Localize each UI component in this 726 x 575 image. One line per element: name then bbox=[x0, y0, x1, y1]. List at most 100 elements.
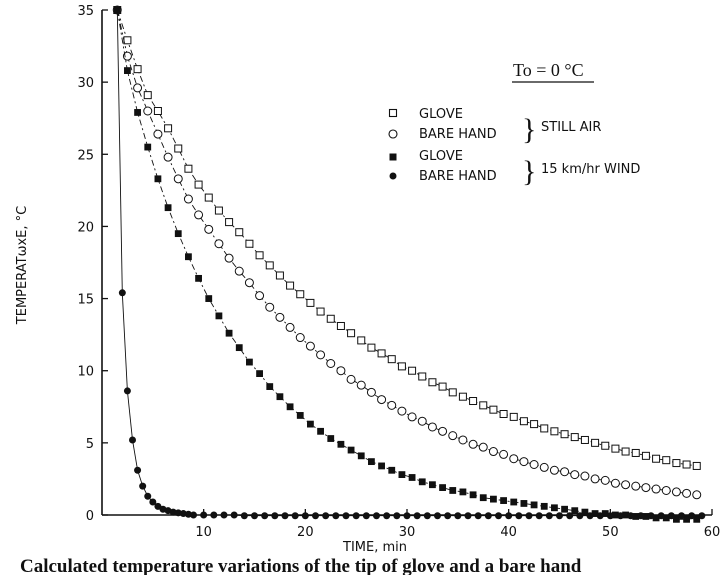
data-point bbox=[327, 435, 335, 442]
data-point bbox=[306, 298, 315, 307]
data-point bbox=[123, 36, 132, 45]
series-line bbox=[116, 9, 697, 496]
data-point bbox=[551, 504, 558, 512]
data-point bbox=[657, 512, 665, 520]
data-point bbox=[621, 447, 630, 456]
legend-marker-open-square bbox=[388, 108, 398, 118]
data-point bbox=[275, 312, 285, 322]
data-point bbox=[230, 511, 238, 519]
data-point bbox=[428, 378, 437, 387]
data-point bbox=[478, 442, 488, 452]
data-point bbox=[509, 412, 518, 421]
y-tick-label: 20 bbox=[77, 220, 94, 235]
data-point bbox=[134, 109, 141, 116]
data-point bbox=[387, 400, 397, 410]
data-point bbox=[194, 180, 203, 189]
data-point bbox=[185, 253, 192, 261]
data-point bbox=[307, 420, 314, 428]
legend: GLOVE BARE HAND } STILL AIR GLOVE BARE H… bbox=[388, 107, 640, 188]
data-point bbox=[590, 474, 600, 484]
data-point bbox=[448, 431, 458, 441]
data-point bbox=[601, 441, 610, 450]
data-point bbox=[682, 460, 691, 469]
data-point bbox=[275, 271, 284, 280]
plot-area: 0 5 10 15 20 25 30 35 10 20 30 40 50 60 bbox=[77, 4, 720, 540]
data-point bbox=[698, 512, 706, 520]
data-point bbox=[688, 512, 696, 520]
data-point bbox=[661, 485, 671, 495]
data-point bbox=[122, 51, 132, 61]
data-point bbox=[336, 321, 345, 330]
x-axis-ticks: 10 20 30 40 50 60 bbox=[195, 509, 720, 540]
data-point bbox=[448, 388, 457, 397]
data-point bbox=[195, 274, 202, 282]
y-tick-label: 5 bbox=[86, 437, 94, 452]
data-point bbox=[174, 144, 183, 153]
data-point bbox=[244, 278, 254, 288]
data-point bbox=[667, 512, 675, 520]
data-point bbox=[570, 433, 579, 442]
data-point bbox=[438, 426, 448, 436]
data-point bbox=[556, 512, 563, 520]
data-point bbox=[367, 343, 376, 352]
data-point bbox=[347, 329, 356, 338]
data-point bbox=[397, 362, 406, 371]
data-point bbox=[183, 194, 193, 204]
data-point bbox=[378, 462, 385, 470]
data-point bbox=[596, 512, 604, 520]
y-tick-label: 15 bbox=[77, 293, 94, 308]
data-point bbox=[449, 487, 457, 494]
data-point bbox=[163, 152, 173, 162]
data-point bbox=[530, 501, 538, 509]
data-point bbox=[296, 412, 304, 419]
data-point bbox=[591, 438, 600, 447]
data-point bbox=[143, 91, 152, 100]
data-point bbox=[337, 440, 345, 448]
data-point bbox=[133, 83, 143, 93]
x-tick-label: 50 bbox=[602, 525, 619, 540]
data-point bbox=[439, 484, 446, 491]
data-point bbox=[488, 447, 498, 457]
legend-entry-glove-wind: GLOVE bbox=[419, 149, 463, 164]
data-point bbox=[164, 204, 172, 212]
data-point bbox=[540, 502, 548, 510]
data-point bbox=[617, 512, 624, 520]
data-point bbox=[255, 291, 265, 301]
data-point bbox=[529, 460, 539, 469]
x-tick-label: 40 bbox=[500, 525, 517, 540]
data-point bbox=[489, 405, 498, 414]
data-point bbox=[366, 387, 376, 397]
data-point bbox=[550, 427, 559, 436]
data-point bbox=[641, 451, 650, 460]
x-axis-label: TIME, min bbox=[342, 540, 407, 555]
data-point bbox=[469, 397, 478, 406]
data-point bbox=[174, 230, 182, 238]
data-point bbox=[407, 412, 417, 422]
series-3 bbox=[113, 6, 706, 520]
data-point bbox=[560, 430, 569, 439]
data-point bbox=[671, 487, 681, 497]
data-point bbox=[305, 341, 315, 351]
data-point bbox=[113, 6, 121, 14]
data-point bbox=[286, 403, 294, 411]
data-point bbox=[123, 387, 131, 395]
data-point bbox=[423, 512, 431, 520]
data-point bbox=[144, 492, 152, 500]
data-point bbox=[124, 67, 131, 74]
data-point bbox=[662, 456, 671, 465]
data-point bbox=[336, 366, 346, 376]
data-point bbox=[571, 507, 579, 515]
series-line bbox=[116, 9, 702, 517]
data-point bbox=[316, 307, 325, 316]
data-point bbox=[641, 483, 651, 493]
data-point bbox=[301, 512, 309, 520]
data-point bbox=[205, 295, 213, 302]
data-point bbox=[683, 515, 690, 523]
data-point bbox=[235, 228, 244, 237]
data-point bbox=[458, 435, 468, 445]
data-point bbox=[190, 511, 197, 519]
data-point bbox=[444, 512, 452, 520]
data-point bbox=[479, 494, 487, 502]
data-point bbox=[295, 333, 305, 343]
data-point bbox=[509, 454, 519, 464]
